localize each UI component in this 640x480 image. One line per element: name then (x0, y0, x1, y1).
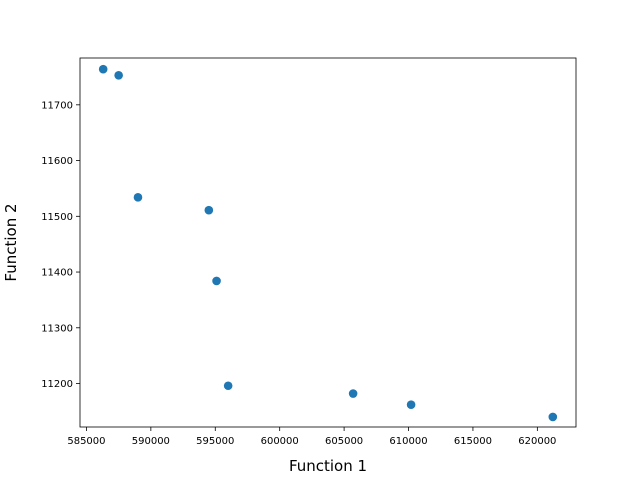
data-points (98, 64, 558, 422)
x-tick-label: 600000 (261, 436, 299, 447)
y-axis-label: Function 2 (2, 203, 20, 281)
y-tick-label: 11200 (41, 379, 73, 390)
y-tick-label: 11500 (41, 212, 73, 223)
data-point (133, 193, 143, 202)
x-axis-ticks: 585000 590000 595000 600000 605000 610000 6150… (67, 427, 556, 447)
data-point (406, 400, 416, 410)
x-tick-label: 585000 (67, 436, 105, 447)
data-point (212, 276, 221, 286)
y-tick-label: 11600 (41, 156, 73, 167)
x-tick-label: 615000 (454, 436, 492, 447)
plot-frame (79, 57, 577, 428)
x-tick-label: 590000 (132, 436, 170, 447)
data-point (348, 389, 358, 398)
x-tick-label: 595000 (196, 436, 234, 447)
x-tick-label: 610000 (389, 436, 427, 447)
plot-area (80, 58, 576, 427)
y-tick-label: 11700 (41, 100, 73, 111)
y-tick-label: 11300 (41, 323, 73, 334)
y-axis-ticks: 11200 11300 11400 11500 11600 11700 (41, 100, 80, 390)
data-point (98, 64, 108, 74)
x-tick-label: 605000 (325, 436, 363, 447)
data-point (548, 412, 558, 422)
x-axis-label: Function 1 (289, 457, 367, 475)
data-point (204, 205, 214, 215)
data-point (114, 70, 123, 80)
y-tick-label: 11400 (41, 268, 73, 279)
data-point (223, 381, 233, 391)
x-tick-label: 620000 (518, 436, 556, 447)
